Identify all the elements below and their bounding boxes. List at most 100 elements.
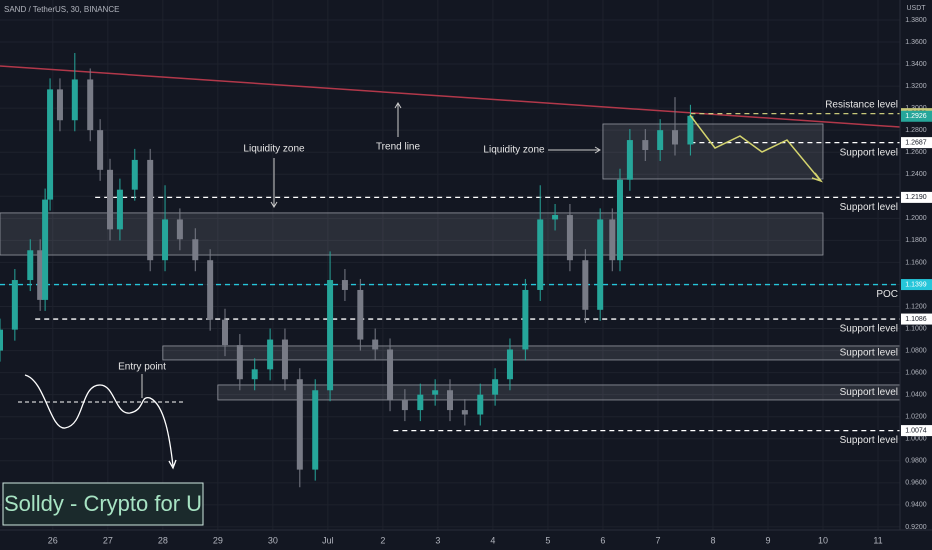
level-name: Resistance level (825, 99, 898, 110)
watermark-box (2, 482, 204, 526)
candle-body (461, 410, 468, 415)
candle-body (11, 280, 18, 330)
y-tick-label: 1.0000 (905, 436, 927, 443)
candle-body (267, 339, 274, 370)
y-tick-label: 1.0400 (905, 392, 927, 399)
annotation-arrowhead (594, 146, 601, 154)
price-tag-label: 1.1086 (905, 316, 927, 323)
zone-label: Support level (840, 348, 898, 359)
candle-body (566, 215, 573, 261)
y-tick-label: 1.1000 (905, 325, 927, 332)
chart-title: SAND / TetherUS, 30, BINANCE (4, 5, 119, 14)
zone (217, 384, 901, 401)
price-tag-label: 1.2926 (905, 113, 927, 120)
y-tick-label: 1.3800 (905, 17, 927, 24)
candle-body (477, 394, 484, 415)
projection-path (689, 114, 821, 181)
candle-body (672, 130, 678, 145)
annotation-arrowhead (394, 102, 402, 109)
candle-body (537, 219, 544, 290)
annotation: Trend line (376, 142, 421, 153)
candle-body (47, 89, 54, 200)
price-tag (901, 137, 932, 149)
candle-body (492, 379, 499, 395)
y-tick-label: 1.1200 (905, 303, 927, 310)
candle-body (281, 339, 288, 380)
y-tick-label: 1.2000 (905, 215, 927, 222)
price-tag (901, 425, 932, 437)
candle-body (312, 390, 319, 470)
price-tag-label: 1.1399 (905, 281, 927, 288)
price-tag-label: 1.2190 (905, 194, 927, 201)
y-tick-label: 1.3400 (905, 61, 927, 68)
candle-body (626, 140, 633, 180)
x-tick-label: 2 (380, 535, 385, 545)
candle-body (341, 280, 348, 290)
x-tick-label: 7 (655, 535, 660, 545)
candle-body (87, 79, 94, 131)
trend-line (0, 65, 901, 128)
y-tick-label: 1.0200 (905, 414, 927, 421)
candle-body (432, 390, 439, 395)
annotation-arrowhead (270, 201, 278, 208)
annotation: Liquidity zone (243, 144, 305, 155)
price-tag (901, 279, 932, 291)
zone (602, 123, 824, 180)
candle-body (387, 349, 394, 401)
candle-body (222, 319, 228, 346)
scenario-arrowhead (168, 459, 177, 470)
x-tick-label: 29 (213, 535, 223, 545)
level-name: Support level (840, 147, 898, 158)
candle-body (251, 369, 258, 380)
candle-body (657, 130, 664, 150)
candle-body (176, 219, 183, 240)
candle-body (417, 394, 424, 411)
annotation: Liquidity zone (483, 145, 545, 156)
x-tick-label: 3 (435, 535, 440, 545)
y-tick-label: 1.0600 (905, 369, 927, 376)
candle-body (552, 215, 559, 220)
candle-body (97, 130, 104, 170)
candle-body (597, 219, 604, 310)
x-tick-label: 4 (490, 535, 495, 545)
level-name: Support level (840, 435, 898, 446)
y-tick-label: 0.9400 (905, 502, 927, 509)
candle-body (56, 89, 63, 121)
x-tick-label: 26 (48, 535, 58, 545)
candle-body (582, 260, 589, 310)
price-tag-label: 1.2687 (905, 139, 927, 146)
annotation: Entry point (118, 362, 166, 373)
y-tick-label: 0.9200 (905, 524, 927, 531)
price-tag (901, 110, 932, 122)
y-tick-label: 1.1600 (905, 259, 927, 266)
candle-body (71, 79, 78, 121)
candle-body (506, 349, 513, 380)
x-tick-label: 30 (268, 535, 278, 545)
candle-body (207, 260, 214, 320)
watermark: Solldy - Crypto for U (4, 491, 202, 516)
x-tick-label: 9 (765, 535, 770, 545)
candle-body (131, 159, 138, 190)
candle-body (357, 289, 364, 340)
candle-body (42, 199, 49, 300)
zone-label: Support level (840, 387, 898, 398)
x-tick-label: 10 (818, 535, 828, 545)
x-tick-label: 11 (873, 535, 882, 545)
x-tick-label: 8 (710, 535, 715, 545)
x-tick-label: 5 (545, 535, 550, 545)
y-tick-label: 0.9600 (905, 480, 927, 487)
candle-body (327, 280, 334, 391)
candle-body (192, 239, 199, 261)
y-tick-label: 1.2400 (905, 171, 927, 178)
price-tag-label: 1.0074 (905, 427, 927, 434)
candle-body (687, 115, 694, 145)
scenario-drawing (24, 374, 174, 467)
candle-body (236, 345, 243, 380)
candle-body (616, 179, 623, 261)
y-tick-label: 1.3600 (905, 39, 927, 46)
zone (162, 345, 901, 361)
candle-body (162, 219, 169, 261)
y-tick-label: 0.9800 (905, 458, 927, 465)
x-tick-label: Jul (322, 535, 334, 545)
y-tick-label: 1.3200 (905, 83, 927, 90)
